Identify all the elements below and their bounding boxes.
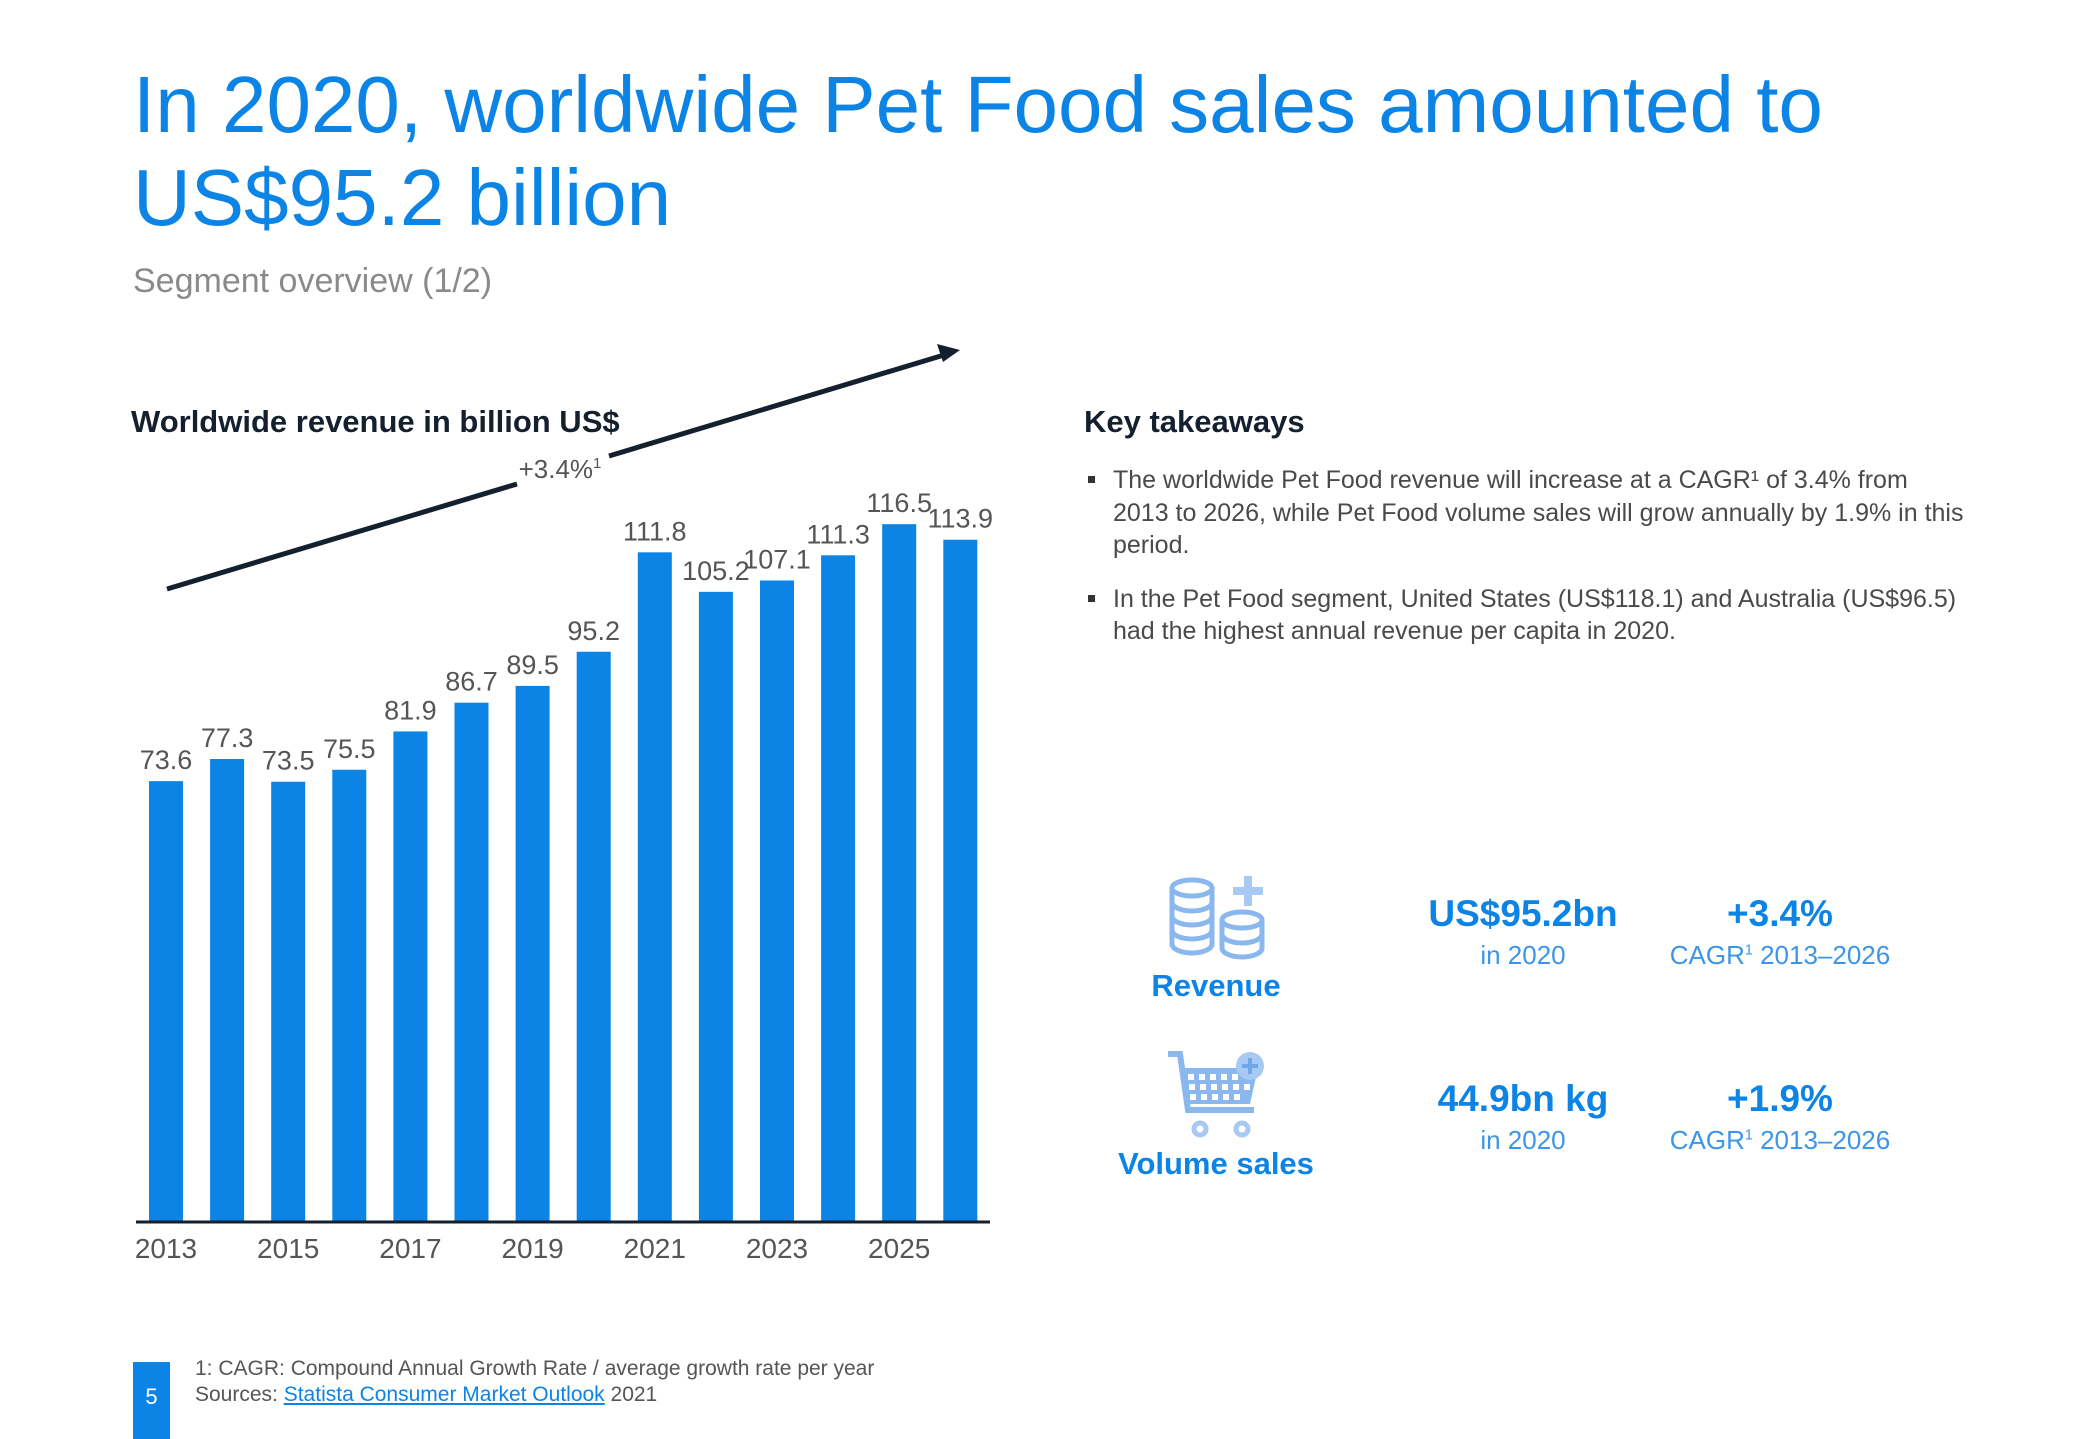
value-label-2016: 75.5 bbox=[323, 734, 376, 764]
takeaways-title: Key takeaways bbox=[1084, 404, 1305, 439]
coins-plus-icon bbox=[1169, 876, 1265, 960]
trend-arrow-head bbox=[937, 344, 960, 362]
kpi-revenue-label: Revenue bbox=[1151, 968, 1281, 1003]
bullet-icon bbox=[1088, 594, 1095, 602]
page-title: In 2020, worldwide Pet Food sales amount… bbox=[133, 60, 1823, 242]
value-label-2026: 113.9 bbox=[928, 504, 994, 534]
x-tick-label: 2021 bbox=[624, 1233, 686, 1264]
takeaways-list: The worldwide Pet Food revenue will incr… bbox=[1088, 464, 1968, 669]
bar-2016 bbox=[332, 769, 367, 1222]
trend-annotation: +3.4%1 bbox=[519, 454, 602, 484]
bar-2017 bbox=[393, 731, 428, 1222]
kpi-volume-year: in 2020 bbox=[1480, 1125, 1566, 1155]
x-tick-label: 2015 bbox=[257, 1233, 319, 1264]
x-tick-label: 2023 bbox=[746, 1233, 808, 1264]
takeaway-item: The worldwide Pet Food revenue will incr… bbox=[1088, 464, 1968, 562]
bar-2026 bbox=[943, 539, 978, 1222]
sources-prefix: Sources: bbox=[195, 1383, 284, 1406]
sources: Sources: Statista Consumer Market Outloo… bbox=[195, 1383, 657, 1407]
kpi-volume-growth: +1.9% bbox=[1727, 1078, 1833, 1119]
bullet-icon bbox=[1088, 476, 1095, 483]
takeaway-item: In the Pet Food segment, United States (… bbox=[1088, 583, 1968, 648]
value-label-2025: 116.5 bbox=[866, 488, 932, 518]
shopping-cart-plus-icon bbox=[1168, 1051, 1264, 1138]
value-label-2023: 107.1 bbox=[743, 544, 811, 574]
kpi-revenue-value: US$95.2bn bbox=[1428, 893, 1618, 934]
value-label-2024: 111.3 bbox=[806, 519, 870, 549]
value-label-2020: 95.2 bbox=[567, 616, 620, 646]
bar-2013 bbox=[149, 781, 183, 1222]
value-label-2017: 81.9 bbox=[384, 695, 437, 725]
takeaway-text: The worldwide Pet Food revenue will incr… bbox=[1113, 466, 1964, 559]
value-label-2014: 77.3 bbox=[201, 723, 254, 753]
bar-2025 bbox=[882, 524, 917, 1222]
kpi-volume-label: Volume sales bbox=[1118, 1146, 1314, 1181]
bar-2015 bbox=[271, 781, 306, 1222]
kpi-volume-value: 44.9bn kg bbox=[1437, 1078, 1609, 1119]
page-subtitle: Segment overview (1/2) bbox=[133, 262, 493, 300]
kpi-volume-growth-period: CAGR1 2013–2026 bbox=[1669, 1125, 1891, 1155]
bar-2023 bbox=[760, 580, 794, 1222]
footnote: 1: CAGR: Compound Annual Growth Rate / a… bbox=[195, 1357, 875, 1380]
value-label-2021: 111.8 bbox=[623, 516, 687, 546]
bar-2022 bbox=[698, 591, 733, 1222]
bar-2020 bbox=[576, 651, 611, 1222]
bar-2019 bbox=[515, 685, 550, 1222]
x-tick-label: 2025 bbox=[868, 1233, 930, 1264]
sources-suffix: 2021 bbox=[604, 1383, 658, 1406]
value-label-2018: 86.7 bbox=[445, 667, 498, 697]
x-tick-label: 2019 bbox=[501, 1233, 563, 1264]
trend-arrow-segment bbox=[166, 481, 518, 592]
value-label-2022: 105.2 bbox=[682, 556, 750, 586]
trend-arrow-segment bbox=[608, 352, 945, 459]
x-tick-label: 2013 bbox=[135, 1233, 197, 1264]
value-label-2015: 73.5 bbox=[262, 746, 315, 776]
kpi-revenue-year: in 2020 bbox=[1480, 940, 1566, 970]
x-tick-label: 2017 bbox=[379, 1233, 441, 1264]
kpi-revenue-growth-period: CAGR1 2013–2026 bbox=[1669, 940, 1891, 970]
chart-title: Worldwide revenue in billion US$ bbox=[131, 404, 620, 439]
bar-2018 bbox=[454, 702, 489, 1222]
takeaway-text: In the Pet Food segment, United States (… bbox=[1113, 584, 1957, 646]
kpi-revenue-growth: +3.4% bbox=[1727, 893, 1833, 934]
page-number: 5 bbox=[133, 1362, 170, 1439]
bar-2021 bbox=[637, 552, 672, 1222]
value-label-2019: 89.5 bbox=[506, 650, 559, 680]
bar-2014 bbox=[210, 758, 245, 1222]
value-label-2013: 73.6 bbox=[140, 745, 193, 775]
bar-2024 bbox=[821, 555, 856, 1222]
sources-link[interactable]: Statista Consumer Market Outlook bbox=[283, 1383, 605, 1406]
